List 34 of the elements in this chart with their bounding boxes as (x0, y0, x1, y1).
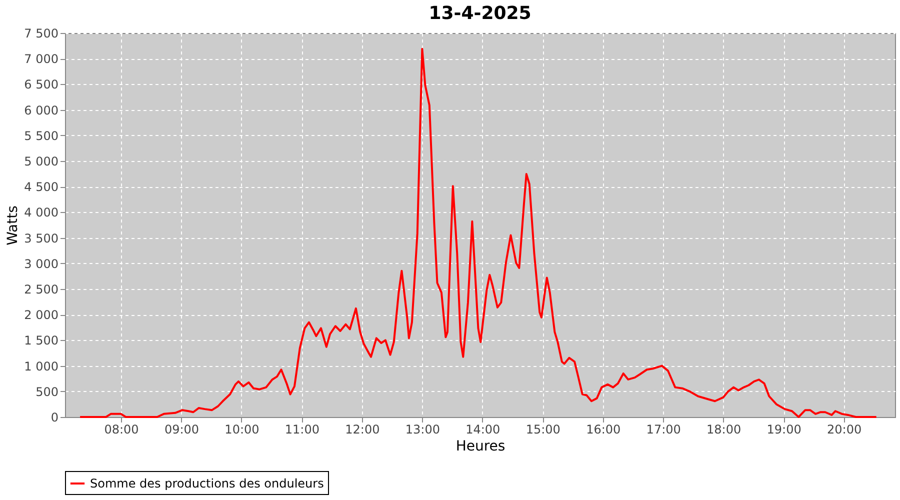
chart-title: 13-4-2025 (428, 3, 532, 24)
y-tick-label: 0 (50, 410, 58, 424)
line-series (79, 48, 878, 418)
x-tick-label: 18:00 (706, 422, 742, 436)
x-tick-label: 12:00 (345, 422, 380, 436)
x-tick-label: 13:00 (405, 422, 440, 436)
y-tick-label: 7 000 (24, 52, 58, 66)
y-tick-label: 5 000 (24, 154, 58, 168)
x-tick-label: 14:00 (466, 422, 500, 436)
y-tick-label: 7 500 (24, 26, 58, 40)
x-tick-label: 19:00 (766, 422, 802, 436)
x-axis-title: Heures (456, 438, 506, 454)
y-axis-title: Watts (5, 206, 22, 246)
y-tick-label: 1 000 (24, 359, 58, 374)
y-tick-label: 3 000 (24, 256, 58, 271)
x-tick-label: 10:00 (224, 422, 260, 436)
x-tick-label: 11:00 (284, 422, 320, 436)
y-tick-label: 500 (36, 384, 58, 399)
y-tick-label: 2 000 (24, 308, 58, 322)
y-tick-label: 4 000 (24, 206, 58, 220)
x-tick-label: 15:00 (526, 422, 560, 436)
x-tick-label: 09:00 (164, 422, 200, 436)
y-tick-label: 4 500 (24, 180, 58, 194)
y-tick-label: 1 500 (24, 334, 58, 348)
y-tick-label: 6 500 (24, 78, 58, 92)
legend-label: Somme des productions des onduleurs (90, 476, 324, 490)
y-tick-label: 3 500 (24, 231, 58, 246)
x-tick-label: 08:00 (104, 422, 139, 436)
x-tick-label: 20:00 (827, 422, 862, 436)
y-tick-label: 5 500 (24, 128, 58, 143)
x-tick-label: 16:00 (586, 422, 621, 436)
y-tick-label: 2 500 (24, 282, 58, 296)
y-tick-label: 6 000 (24, 103, 58, 118)
x-tick-label: 17:00 (646, 422, 681, 436)
